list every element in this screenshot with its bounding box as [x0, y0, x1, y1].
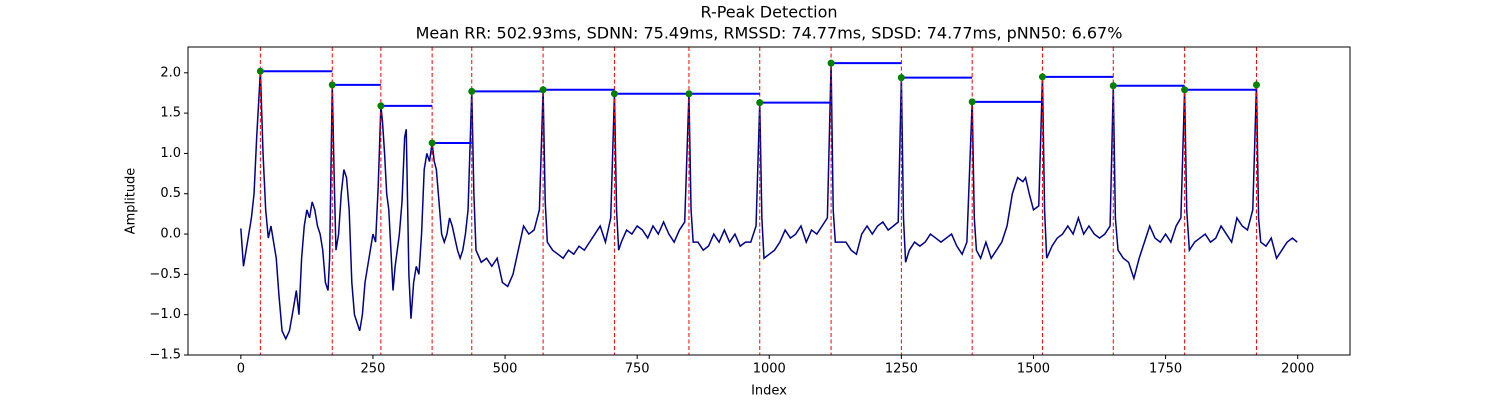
y-tick-label: 1.0 [160, 146, 181, 161]
peak-point [256, 67, 264, 75]
peak-point [827, 59, 835, 67]
peak-point [756, 99, 764, 107]
peak-point [1109, 82, 1117, 90]
x-tick-label: 2000 [1281, 362, 1314, 377]
peak-point [539, 86, 547, 94]
peak-point [1252, 81, 1260, 89]
peak-point [328, 81, 336, 89]
x-tick-label: 250 [361, 362, 386, 377]
peak-point [428, 139, 436, 147]
y-tick-label: 0.0 [160, 227, 181, 242]
peak-point [468, 87, 476, 95]
y-tick-label: 1.5 [160, 106, 181, 121]
x-axis-label: Index [751, 384, 787, 399]
chart-subtitle: Mean RR: 502.93ms, SDNN: 75.49ms, RMSSD:… [416, 24, 1123, 43]
signal-line [240, 63, 1298, 341]
y-axis-label: Amplitude [124, 168, 139, 235]
chart-title: R-Peak Detection [700, 3, 837, 22]
x-tick-label: 1250 [885, 362, 918, 377]
x-tick-label: 1750 [1149, 362, 1182, 377]
y-tick-label: −1.0 [149, 307, 181, 322]
peak-point [897, 74, 905, 82]
y-tick-label: 2.0 [160, 65, 181, 80]
peak-point [1038, 73, 1046, 81]
peak-point [968, 98, 976, 106]
x-tick-label: 500 [493, 362, 518, 377]
plot-frame [187, 46, 1351, 356]
x-tick-label: 750 [625, 362, 650, 377]
peak-point [377, 102, 385, 110]
peak-point [1181, 86, 1189, 94]
x-tick-label: 1000 [753, 362, 786, 377]
peak-point [610, 90, 618, 98]
y-tick-label: −0.5 [149, 267, 181, 282]
y-tick-label: 0.5 [160, 186, 181, 201]
x-tick-label: 0 [237, 362, 245, 377]
peak-point [685, 90, 693, 98]
y-tick-label: −1.5 [149, 348, 181, 363]
x-tick-label: 1500 [1017, 362, 1050, 377]
